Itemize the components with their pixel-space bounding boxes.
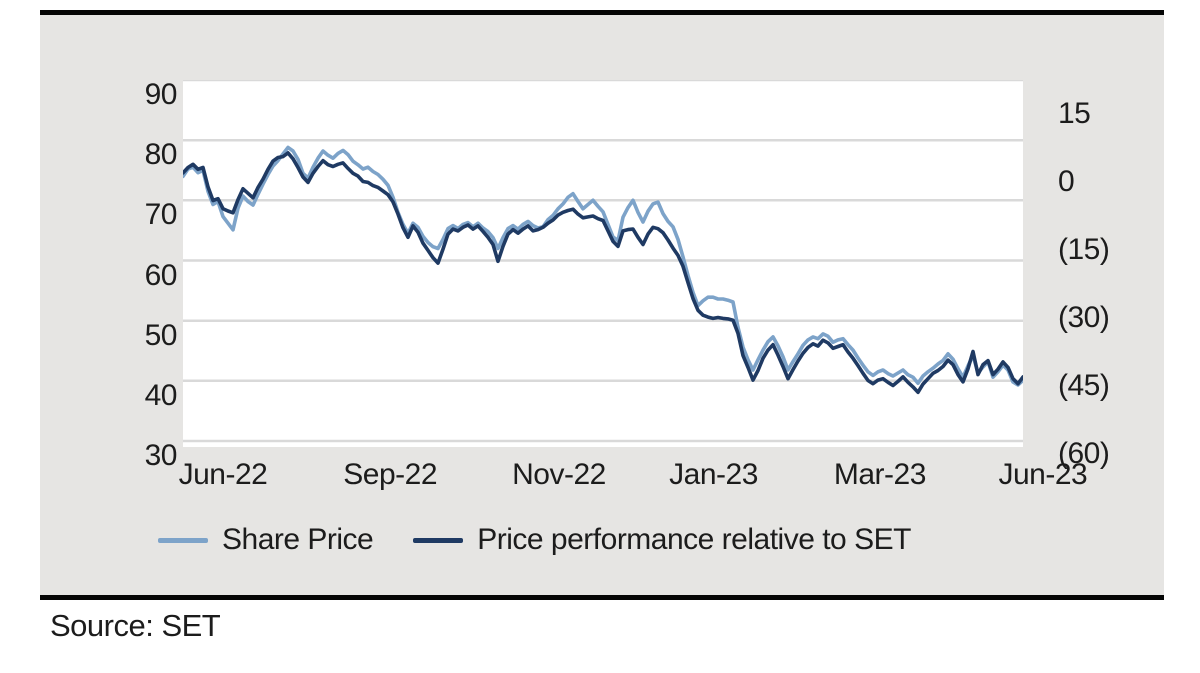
legend-item: Share Price: [158, 523, 374, 557]
legend-swatch: [413, 537, 464, 543]
right-axis-tick-label: 15: [1058, 97, 1091, 130]
x-axis-tick-label: Jun-23: [998, 458, 1088, 491]
series-line-left: [183, 145, 1023, 387]
right-axis-tick-label: (45): [1058, 369, 1110, 402]
x-axis-tick-label: Jan-23: [669, 458, 758, 491]
left-axis-tick-label: 60: [144, 258, 178, 292]
chart-panel: 90 80 70 60 50 40 30 15 0 (15) (30) (45) (60) Jun-2…: [40, 15, 1164, 595]
x-axis-tick-label: Sep-22: [343, 458, 438, 491]
legend-swatch: [158, 537, 208, 543]
left-axis-tick-label: 50: [144, 318, 178, 352]
left-axis-tick-label: 70: [144, 198, 178, 232]
legend: Share Price Price performance relative to…: [158, 523, 937, 557]
right-axis-tick-label: 0: [1058, 165, 1075, 198]
legend-label: Price performance relative to SET: [477, 523, 911, 556]
left-axis-tick-label: 30: [144, 439, 178, 472]
series-line-right: [183, 151, 1023, 395]
x-axis-tick-label: Mar-23: [833, 458, 927, 491]
right-axis-tick-label: (15): [1058, 233, 1110, 266]
right-axis-tick-label: (30): [1058, 301, 1110, 334]
legend-item: Price performance relative to SET: [413, 523, 911, 557]
x-axis-tick-label: Nov-22: [512, 458, 606, 491]
top-rule: [40, 10, 1164, 15]
x-axis-tick-label: Jun-22: [178, 458, 268, 491]
plot-svg: [183, 80, 1023, 443]
legend-label: Share Price: [222, 523, 374, 556]
bottom-rule: [40, 595, 1164, 600]
left-axis-tick-label: 40: [144, 378, 178, 412]
plot-area: [183, 80, 1023, 447]
left-axis-tick-label: 80: [144, 138, 178, 172]
left-axis-tick-label: 90: [144, 78, 178, 111]
source-note: Source: SET: [50, 608, 221, 643]
right-axis-tick-label: (60): [1058, 437, 1110, 470]
